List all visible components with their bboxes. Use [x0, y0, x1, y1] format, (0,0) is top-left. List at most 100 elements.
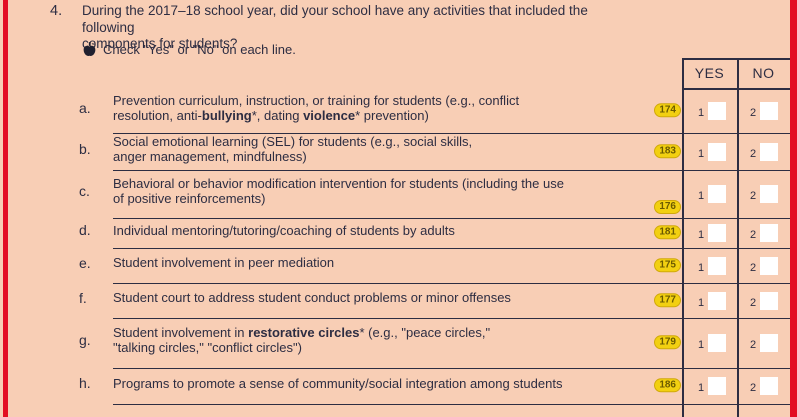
question-text: During the 2017–18 school year, did your…: [82, 3, 642, 53]
row-separator-line: [113, 367, 790, 369]
yes-precode-f: 1: [698, 296, 705, 309]
yes-checkbox-h[interactable]: [708, 377, 727, 395]
item-row-b: b. Social emotional learning (SEL) for st…: [0, 133, 797, 171]
no-checkbox-c[interactable]: [760, 185, 779, 203]
no-cell-a: 2: [750, 101, 779, 120]
no-cell-g: 2: [750, 333, 779, 352]
item-text-a: Prevention curriculum, instruction, or t…: [113, 92, 520, 123]
item-text-d: Individual mentoring/tutoring/coaching o…: [113, 222, 455, 238]
item-row-c: c. Behavioral or behavior modification in…: [0, 170, 797, 219]
no-precode-d: 2: [750, 229, 757, 241]
grid-left-line: [682, 58, 684, 417]
item-row-d: d. Individual mentoring/tutoring/coaching…: [0, 218, 797, 249]
yes-cell-a: 1: [698, 101, 727, 120]
yes-cell-h: 1: [698, 376, 727, 395]
item-text-f: Student court to address student conduct…: [113, 290, 511, 305]
no-checkbox-f[interactable]: [760, 291, 779, 310]
row-separator-line: [113, 403, 790, 405]
row-separator-line: [113, 247, 790, 249]
no-checkbox-b[interactable]: [760, 142, 779, 161]
item-code-badge-a: 174: [654, 102, 681, 117]
yes-cell-d: 1: [698, 223, 727, 242]
no-cell-h: 2: [750, 376, 779, 395]
no-checkbox-a[interactable]: [760, 101, 779, 120]
question-number: 4.: [50, 3, 63, 19]
grid-top-line: [682, 58, 790, 60]
no-precode-f: 2: [750, 296, 757, 309]
item-letter-g: g.: [79, 332, 91, 348]
item-text-e: Student involvement in peer mediation: [113, 255, 335, 270]
item-row-h: h. Programs to promote a sense of communi…: [0, 368, 797, 405]
item-letter-h: h.: [79, 375, 91, 391]
no-precode-c: 2: [750, 190, 757, 202]
no-cell-f: 2: [750, 291, 779, 310]
item-code-badge-h: 186: [654, 378, 681, 393]
yes-precode-e: 1: [698, 261, 705, 274]
question-text-line1: During the 2017–18 school year, did your…: [82, 3, 588, 35]
item-code-badge-g: 179: [654, 335, 681, 350]
item-code-badge-f: 177: [654, 292, 681, 307]
yes-checkbox-c[interactable]: [708, 185, 727, 203]
item-letter-f: f.: [79, 289, 87, 306]
column-header-yes: YES: [694, 65, 725, 81]
yes-precode-c: 1: [698, 190, 705, 202]
no-cell-e: 2: [750, 256, 779, 275]
apple-icon: [83, 42, 96, 57]
grid-divider-line: [737, 58, 739, 417]
no-checkbox-g[interactable]: [760, 334, 779, 352]
instruction: Check "Yes" or "No" on each line.: [83, 42, 296, 57]
yes-cell-e: 1: [698, 256, 727, 275]
item-letter-e: e.: [79, 254, 91, 271]
item-text-c: Behavioral or behavior modification inte…: [113, 176, 564, 206]
yes-cell-c: 1: [698, 184, 727, 203]
yes-checkbox-e[interactable]: [708, 256, 727, 275]
yes-checkbox-d[interactable]: [708, 224, 727, 242]
yes-precode-a: 1: [698, 106, 705, 119]
item-row-a: a. Prevention curriculum, instruction, or…: [0, 88, 797, 134]
no-precode-g: 2: [750, 339, 757, 351]
row-separator-line: [113, 282, 790, 284]
item-code-badge-b: 183: [654, 143, 681, 158]
yes-precode-d: 1: [698, 229, 705, 241]
no-checkbox-e[interactable]: [760, 256, 779, 275]
yes-precode-h: 1: [698, 382, 705, 394]
yes-cell-f: 1: [698, 291, 727, 310]
row-separator-line: [113, 217, 790, 219]
item-text-b: Social emotional learning (SEL) for stud…: [113, 133, 473, 164]
item-row-e: e. Student involvement in peer mediation 1…: [0, 248, 797, 284]
item-letter-c: c.: [79, 183, 90, 199]
item-letter-d: d.: [79, 222, 91, 238]
item-row-g: g. Student involvement in restorative cir…: [0, 318, 797, 369]
item-row-f: f. Student court to address student condu…: [0, 283, 797, 319]
yes-checkbox-f[interactable]: [708, 291, 727, 310]
item-code-badge-c: 176: [654, 200, 681, 214]
no-cell-d: 2: [750, 223, 779, 242]
item-letter-b: b.: [79, 140, 91, 157]
yes-checkbox-b[interactable]: [708, 142, 727, 161]
page-border-right: [790, 0, 797, 417]
page-border-left: [3, 0, 8, 417]
yes-precode-b: 1: [698, 147, 705, 160]
row-separator-line: [113, 169, 790, 171]
no-precode-h: 2: [750, 382, 757, 394]
yes-precode-g: 1: [698, 339, 705, 351]
no-checkbox-d[interactable]: [760, 224, 779, 242]
no-cell-c: 2: [750, 184, 779, 203]
item-letter-a: a.: [79, 99, 91, 116]
item-code-badge-e: 175: [654, 257, 681, 272]
no-precode-b: 2: [750, 147, 757, 160]
item-code-badge-d: 181: [654, 225, 681, 240]
yes-checkbox-a[interactable]: [708, 101, 727, 120]
yes-checkbox-g[interactable]: [708, 334, 727, 352]
grid-header-bottom-line: [682, 88, 790, 90]
item-text-h: Programs to promote a sense of community…: [113, 375, 563, 391]
yes-cell-b: 1: [698, 142, 727, 161]
instruction-text: Check "Yes" or "No" on each line.: [103, 42, 296, 57]
yes-cell-g: 1: [698, 333, 727, 352]
column-header-no: NO: [752, 65, 775, 81]
row-separator-line: [113, 132, 790, 134]
row-separator-line: [113, 317, 790, 319]
no-checkbox-h[interactable]: [760, 377, 779, 395]
question-text-line2: components for students?: [82, 36, 238, 51]
